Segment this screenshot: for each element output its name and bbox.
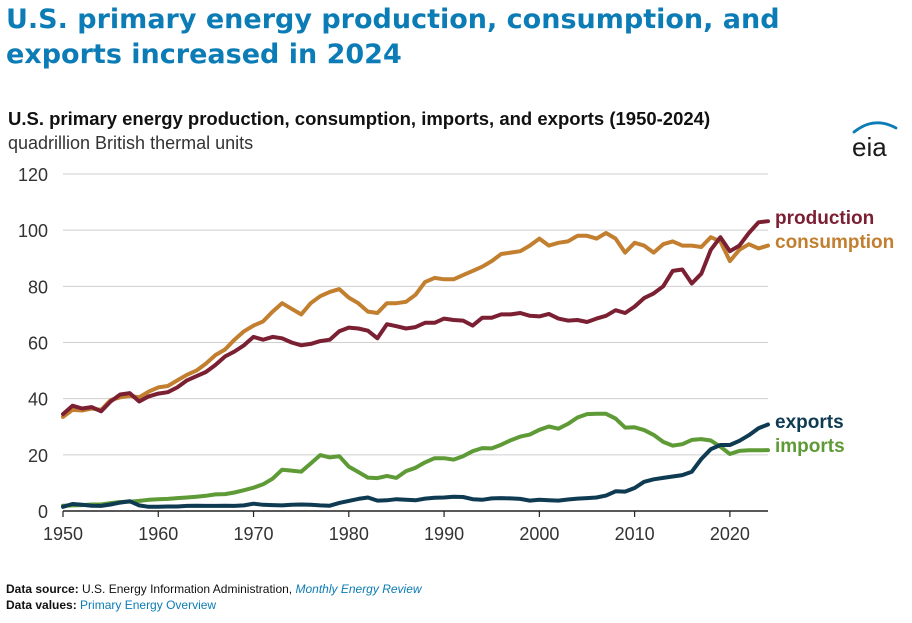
data-source-text: U.S. Energy Information Administration, xyxy=(82,582,293,596)
page-headline: U.S. primary energy production, consumpt… xyxy=(6,4,780,70)
grid-layer xyxy=(62,173,768,517)
units-label: quadrillion British thermal units xyxy=(8,133,254,153)
eia-logo-text: eia xyxy=(852,132,887,162)
series-line-production xyxy=(61,219,770,417)
y-tick-label: 20 xyxy=(28,446,48,466)
series-line-imports xyxy=(61,411,770,508)
eia-logo-mark: eia xyxy=(852,121,898,162)
data-source-line: Data source: U.S. Energy Information Adm… xyxy=(6,582,422,596)
data-values-line: Data values: Primary Energy Overview xyxy=(6,598,216,612)
y-tick-label: 0 xyxy=(38,502,48,522)
x-tick-label: 2000 xyxy=(519,524,559,544)
x-tick-label: 1960 xyxy=(138,524,178,544)
series-line-exports xyxy=(61,422,770,509)
series-label-production: production xyxy=(775,208,874,229)
y-tick-label: 60 xyxy=(28,334,48,354)
series-label-imports: imports xyxy=(775,436,845,457)
x-tick-label: 2020 xyxy=(710,524,750,544)
y-tick-label: 100 xyxy=(18,221,48,241)
data-source-label: Data source: xyxy=(6,582,79,596)
series-layer xyxy=(61,219,770,509)
x-tick-label: 1980 xyxy=(329,524,369,544)
line-chart: 0 20 40 60 80 100 120 1950 1960 1970 1980 1990 2000 2… xyxy=(18,165,894,544)
y-tick-label: 80 xyxy=(28,277,48,297)
label-layer: 0 20 40 60 80 100 120 1950 1960 1970 1980 1990 2000 2… xyxy=(18,165,894,544)
x-tick-label: 1970 xyxy=(234,524,274,544)
series-label-consumption: consumption xyxy=(775,232,894,253)
x-tick-label: 2010 xyxy=(615,524,655,544)
series-label-exports: exports xyxy=(775,412,844,433)
data-values-label: Data values: xyxy=(6,598,77,612)
primary-energy-overview-link[interactable]: Primary Energy Overview xyxy=(80,598,217,612)
monthly-energy-review-link[interactable]: Monthly Energy Review xyxy=(295,582,422,596)
y-tick-label: 120 xyxy=(18,165,48,185)
x-tick-label: 1990 xyxy=(424,524,464,544)
x-tick-label: 1950 xyxy=(43,524,83,544)
series-line-consumption xyxy=(61,231,770,419)
eia-logo: eia xyxy=(848,118,908,167)
chart-title: U.S. primary energy production, consumpt… xyxy=(8,108,711,129)
y-tick-label: 40 xyxy=(28,390,48,410)
